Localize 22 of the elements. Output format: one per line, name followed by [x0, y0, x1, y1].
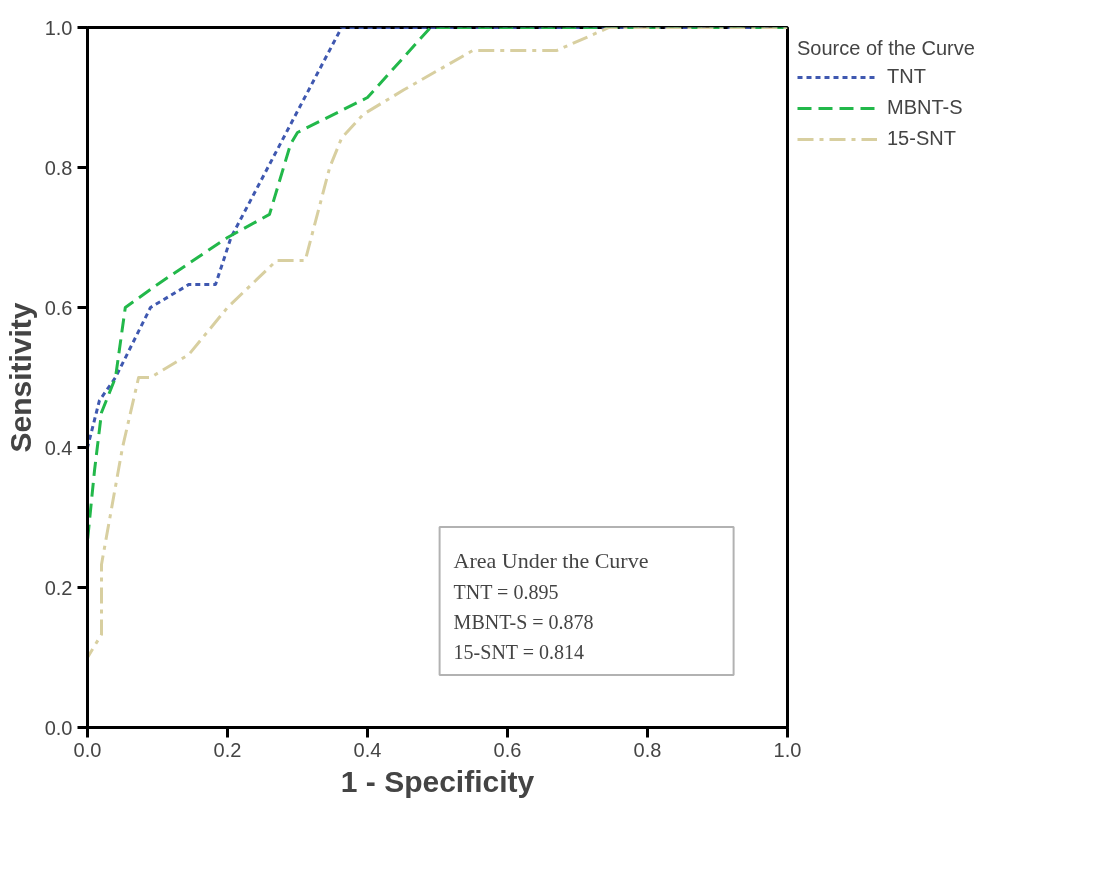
x-tick-label: 1.0	[773, 738, 802, 761]
annotation: MBNT-S = 0.878	[453, 611, 594, 633]
y-axis-title: Sensitivity	[3, 302, 37, 453]
y-tick-label: 1.0	[44, 16, 73, 39]
annotation: TNT = 0.895	[453, 581, 559, 603]
x-tick-label: 0.0	[73, 738, 102, 761]
legend-title: Source of the Curve	[797, 37, 975, 60]
y-tick-label: 0.2	[44, 576, 73, 599]
x-tick-label: 0.8	[633, 738, 662, 761]
legend-label: 15-SNT	[887, 127, 956, 150]
y-tick-label: 0.0	[44, 716, 73, 739]
x-tick-label: 0.4	[353, 738, 382, 761]
x-tick-label: 0.2	[213, 738, 242, 761]
x-axis-title: 1 - Specificity	[340, 764, 535, 798]
y-tick-label: 0.6	[44, 296, 73, 319]
y-tick-label: 0.4	[44, 436, 73, 459]
annotation: 15-SNT = 0.814	[453, 641, 584, 663]
x-tick-label: 0.6	[493, 738, 522, 761]
annotation: Area Under the Curve	[453, 548, 649, 573]
legend-label: TNT	[887, 65, 926, 88]
legend-label: MBNT-S	[887, 96, 963, 119]
y-tick-label: 0.8	[44, 156, 73, 179]
